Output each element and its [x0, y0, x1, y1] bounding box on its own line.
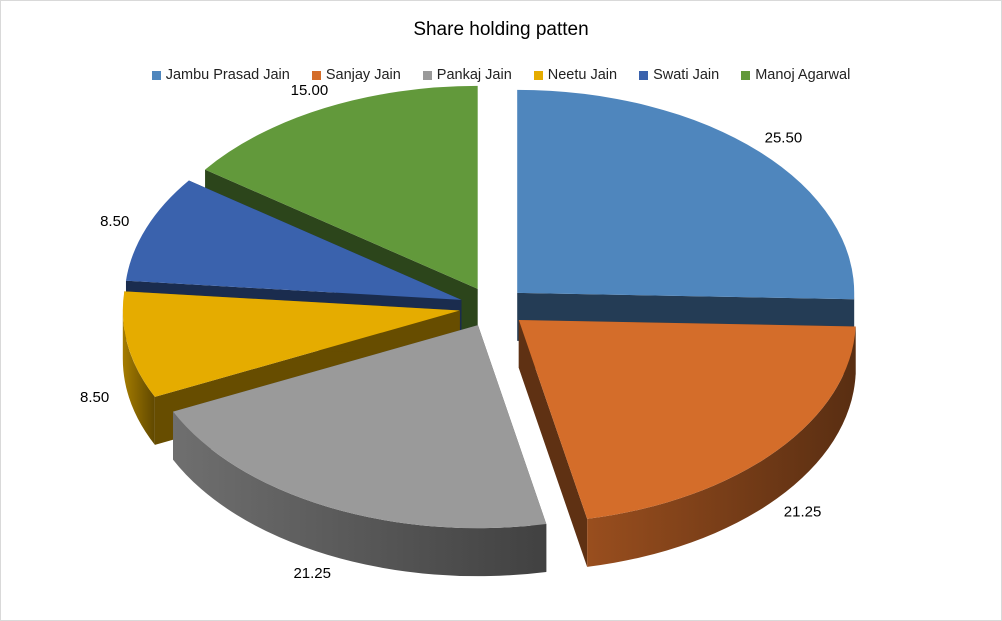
chart-title: Share holding patten: [413, 19, 589, 40]
legend-swatch: [151, 70, 161, 80]
slice-outer-wall: [587, 326, 856, 567]
slice-outer-wall: [122, 310, 155, 445]
legend-swatch: [422, 70, 432, 80]
slice-edge-wall: [518, 320, 588, 567]
data-label-jambu-prasad-jain: 25.50: [765, 129, 803, 146]
legend-item-manoj-agarwal: Manoj Agarwal: [741, 67, 850, 83]
legend-label: Swati Jain: [653, 67, 720, 83]
slice-top: [173, 325, 547, 529]
legend-swatch: [533, 70, 543, 80]
pie-slice-pankaj-jain: [173, 325, 547, 577]
slice-top: [518, 320, 856, 519]
legend-swatch: [741, 70, 751, 80]
legend-label: Jambu Prasad Jain: [165, 67, 290, 83]
legend-label: Manoj Agarwal: [755, 67, 851, 83]
legend-label: Pankaj Jain: [436, 67, 512, 83]
legend-label: Sanjay Jain: [325, 67, 401, 83]
pie-slice-sanjay-jain: [518, 320, 856, 567]
legend-swatch: [639, 70, 649, 80]
slice-top: [125, 180, 462, 300]
data-label-pankaj-jain: 21.25: [293, 565, 331, 582]
legend-item-neetu-jain: Neetu Jain: [533, 67, 618, 83]
legend-item-sanjay-jain: Sanjay Jain: [311, 67, 401, 83]
data-label-sanjay-jain: 21.25: [784, 504, 822, 521]
legend-label: Neetu Jain: [547, 67, 618, 83]
data-label-manoj-agarwal: 15.00: [291, 82, 329, 99]
chart-legend: Jambu Prasad Jain Sanjay Jain Pankaj Jain N…: [1, 67, 1001, 83]
data-label-swati-jain: 8.50: [100, 213, 129, 230]
legend-item-swati-jain: Swati Jain: [639, 67, 719, 83]
slice-top: [517, 89, 855, 300]
slice-outer-wall: [173, 411, 547, 577]
legend-swatch: [311, 70, 321, 80]
legend-item-jambu-prasad-jain: Jambu Prasad Jain: [151, 67, 290, 83]
slice-top: [205, 85, 478, 289]
slice-top: [122, 291, 460, 397]
data-label-neetu-jain: 8.50: [80, 389, 109, 406]
legend-item-pankaj-jain: Pankaj Jain: [422, 67, 512, 83]
pie-slice-jambu-prasad-jain: [517, 89, 855, 348]
